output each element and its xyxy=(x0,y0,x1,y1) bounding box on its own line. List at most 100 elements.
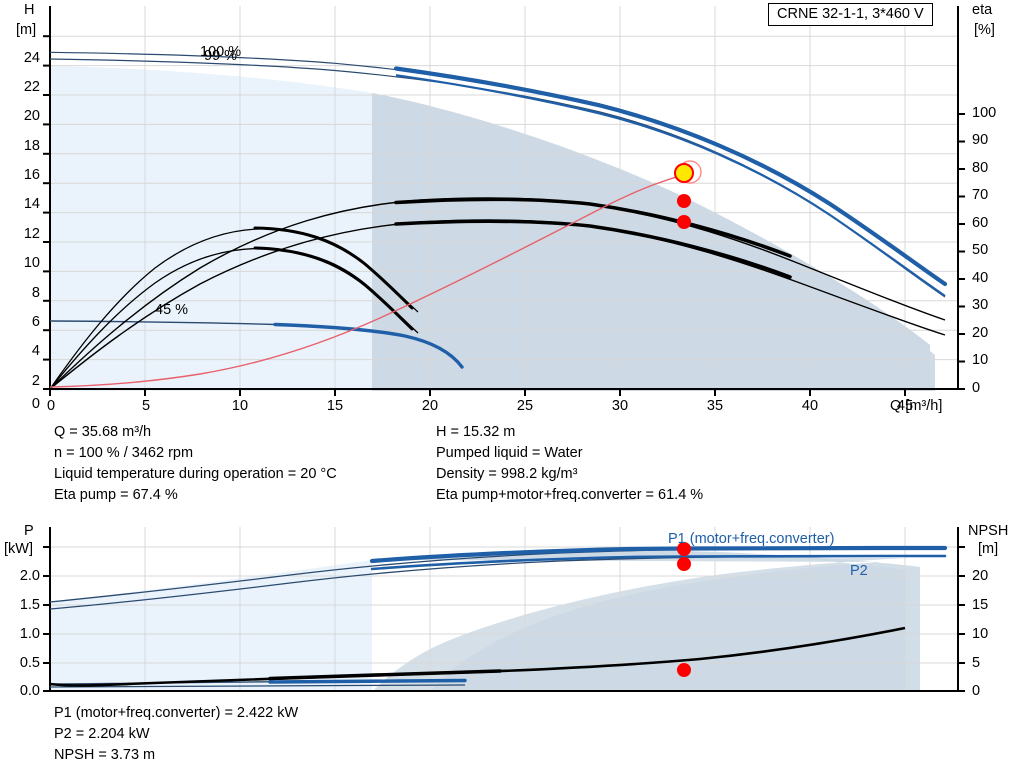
top-y2-tick-10: 10 xyxy=(972,352,989,368)
info-temp: Liquid temperature during operation = 20… xyxy=(54,466,337,482)
p1-curve-bold xyxy=(369,545,948,564)
duty-point-npsh xyxy=(677,663,691,677)
top-x-tick-25: 25 xyxy=(516,398,534,414)
top-y2-tick-20: 20 xyxy=(972,325,989,341)
top-y2-axis-name: eta xyxy=(972,2,993,18)
curve-label-100-percent: 100 % xyxy=(200,44,242,60)
duty-point-eta-total xyxy=(677,215,691,229)
bottom-y2-tick-10: 10 xyxy=(972,626,989,642)
info-q: Q = 35.68 m³/h xyxy=(54,424,152,440)
p2-curve-45 xyxy=(50,684,466,688)
info-liquid: Pumped liquid = Water xyxy=(436,445,583,461)
control-curve xyxy=(50,172,691,388)
top-x-ticks xyxy=(49,389,906,396)
top-duty-points xyxy=(674,160,702,229)
bottom-y2-tick-0: 0 xyxy=(972,683,981,699)
curve-label-99-percent: 99 % xyxy=(204,48,238,64)
top-y-tick-22: 22 xyxy=(23,79,40,95)
info-density: Density = 998.2 kg/m³ xyxy=(436,466,578,482)
info-eta-pump: Eta pump = 67.4 % xyxy=(54,487,178,503)
eta-pump-curve-100-bold xyxy=(394,197,792,258)
top-y-tick-2: 2 xyxy=(31,373,40,389)
top-y-tick-24: 24 xyxy=(23,50,40,66)
bottom-y2-tick-5: 5 xyxy=(972,655,981,671)
duty-point-head xyxy=(674,163,694,183)
npsh-curve-bold-left xyxy=(268,669,502,681)
bottom-y-tick-1-5: 1.5 xyxy=(19,597,40,613)
top-y2-tick-90: 90 xyxy=(972,132,989,148)
info-n: n = 100 % / 3462 rpm xyxy=(54,445,194,461)
eta-total-curve-100-bold xyxy=(394,219,792,279)
duty-point-eta-pump xyxy=(677,194,691,208)
info-h: H = 15.32 m xyxy=(436,424,516,440)
top-y-tick-20: 20 xyxy=(23,108,40,124)
bottom-y2-axis-name: NPSH xyxy=(968,523,1009,539)
chart-title-box[interactable]: CRNE 32-1-1, 3*460 V xyxy=(768,3,933,26)
top-y-tick-18: 18 xyxy=(23,138,40,154)
operating-band-light-full xyxy=(50,66,372,391)
head-curve-99-bold xyxy=(395,74,946,297)
curve-label-45-percent: 45 % xyxy=(155,302,189,318)
top-x-axis-name: Q [m³/h] xyxy=(890,398,943,414)
top-y2-tick-30: 30 xyxy=(972,297,989,313)
bottom-grid-vertical xyxy=(144,527,906,691)
bottom-duty-points xyxy=(677,542,691,677)
duty-point-p2 xyxy=(677,557,691,571)
top-y-tick-6: 6 xyxy=(31,314,40,330)
bottom-y-axis-unit: [kW] xyxy=(4,541,33,557)
top-y-tick-10: 10 xyxy=(23,255,40,271)
top-y-tick-14: 14 xyxy=(23,196,40,212)
top-y2-tick-40: 40 xyxy=(972,270,989,286)
bottom-y-tick-2-0: 2.0 xyxy=(19,568,40,584)
top-y-tick-16: 16 xyxy=(23,167,40,183)
top-x-tick-30: 30 xyxy=(611,398,629,414)
info-p1: P1 (motor+freq.converter) = 2.422 kW xyxy=(54,705,299,721)
bottom-y-tick-0-0: 0.0 xyxy=(19,683,40,699)
info-p2: P2 = 2.204 kW xyxy=(54,726,150,742)
top-x-tick-35: 35 xyxy=(706,398,724,414)
top-y-ticks xyxy=(43,35,50,390)
bottom-y-axis-name: P xyxy=(24,523,34,539)
eta-total-curve-45-bold xyxy=(253,246,414,331)
top-grid-horizontal xyxy=(50,35,958,361)
series-label-p1: P1 (motor+freq.converter) xyxy=(668,531,835,547)
p1-curve-45-bold xyxy=(268,678,467,684)
top-y2-tick-100: 100 xyxy=(972,105,997,121)
top-y2-tick-60: 60 xyxy=(972,215,989,231)
top-y2-ticks xyxy=(958,113,965,390)
top-y2-tick-50: 50 xyxy=(972,242,989,258)
eta-pump-curve-45-bold xyxy=(253,226,414,310)
bottom-band-dark-2 xyxy=(372,550,920,692)
top-y-axis-unit: [m] xyxy=(16,22,37,38)
duty-point-info-left: Q = 35.68 m³/h n = 100 % / 3462 rpm Liqu… xyxy=(54,422,337,506)
top-y-tick-0: 0 xyxy=(31,396,40,412)
top-y-axis-name: H xyxy=(24,2,35,18)
top-y2-tick-70: 70 xyxy=(972,187,989,203)
top-x-tick-45: 45 xyxy=(896,398,914,414)
top-y2-axis-unit: [%] xyxy=(974,22,995,38)
info-npsh: NPSH = 3.73 m xyxy=(54,747,156,763)
top-x-tick-0: 0 xyxy=(46,398,56,414)
duty-point-info-right: H = 15.32 m Pumped liquid = Water Densit… xyxy=(436,422,703,506)
bottom-y2-ticks xyxy=(958,546,965,692)
bottom-curves xyxy=(50,545,948,688)
top-y-tick-4: 4 xyxy=(31,343,40,359)
bottom-chart-plot-area xyxy=(43,527,965,692)
head-curve-100-bold xyxy=(393,66,948,287)
head-curve-45-bold xyxy=(273,322,464,369)
top-x-tick-5: 5 xyxy=(141,398,151,414)
bottom-y-tick-0-5: 0.5 xyxy=(19,655,40,671)
duty-point-p1 xyxy=(677,542,691,556)
top-y2-tick-0: 0 xyxy=(972,380,981,396)
top-x-tick-20: 20 xyxy=(421,398,439,414)
top-y-tick-8: 8 xyxy=(31,285,40,301)
bottom-y2-tick-15: 15 xyxy=(972,597,989,613)
p2-curve-bold xyxy=(370,554,947,571)
power-info-block: P1 (motor+freq.converter) = 2.422 kW P2 … xyxy=(54,703,298,766)
top-chart-plot-area xyxy=(43,6,965,396)
series-label-p2: P2 xyxy=(850,563,868,579)
top-y-tick-12: 12 xyxy=(23,226,40,242)
top-grid-vertical xyxy=(144,6,906,389)
